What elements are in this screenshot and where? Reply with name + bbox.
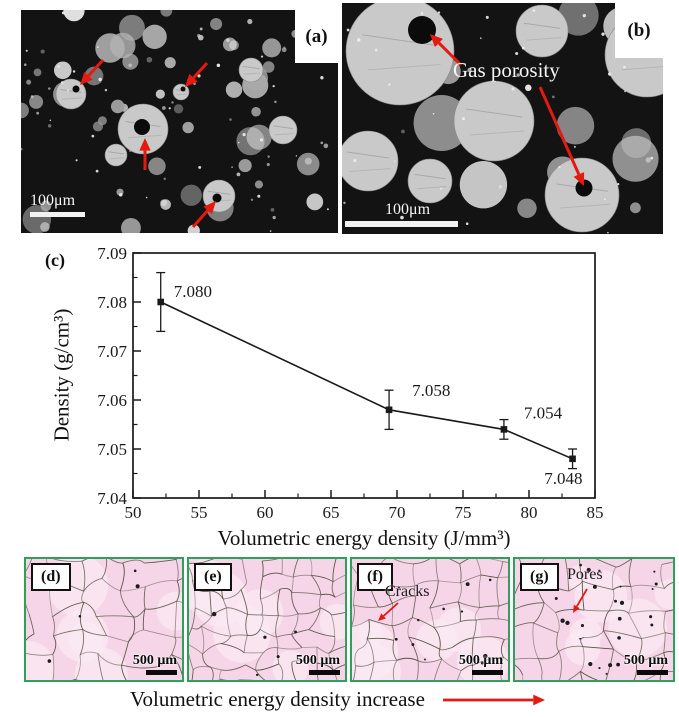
panel-e-scalebar-text: 500 μm [295,653,340,668]
svg-text:85: 85 [587,503,604,522]
svg-text:7.048: 7.048 [544,469,582,488]
micrograph-panel-a: (a) 100μm [21,10,338,233]
svg-text:7.06: 7.06 [97,391,127,410]
density-vs-energy-chart: 50 55 60 65 70 75 80 85 7.04 7.05 7.06 7.07 7.08 7.09… [97,244,604,522]
panel-d-label: (d) [41,568,61,585]
panel-f-label: (f) [367,568,383,585]
panel-g-label: (g) [530,568,549,585]
panel-f-scalebar: 500 μm [459,654,503,675]
panel-f-label-box: (f) [357,563,393,591]
svg-text:50: 50 [125,503,142,522]
micrograph-a-image [21,10,338,233]
panel-c-label: (c) [45,250,65,270]
panel-e-label: (e) [204,568,222,585]
micrograph-panel-e: (e) 500 μm [187,557,347,682]
svg-text:60: 60 [257,503,274,522]
panel-b-scalebar-text: 100μm [385,201,431,218]
svg-text:7.05: 7.05 [97,440,127,459]
caption-text: Volumetric energy density increase [130,687,425,711]
panel-d-label-box: (d) [31,563,71,591]
svg-text:75: 75 [455,503,472,522]
figure-caption: Volumetric energy density increase [0,687,679,712]
micrograph-panel-b: (b) Gas porosity 100μm [342,3,663,234]
micrograph-panel-d: (d) 500 μm [24,557,184,682]
panel-f-scalebar-bar [472,670,503,675]
panel-d-scalebar-bar [146,670,177,675]
panel-e-label-box: (e) [194,563,232,591]
increase-direction-arrow-icon [442,694,545,705]
panel-b-scalebar: 100μm [345,201,458,227]
micrograph-panel-g: (g) Pores 500 μm [513,557,675,682]
svg-text:7.04: 7.04 [97,489,127,508]
micrograph-f-image [352,559,508,680]
panel-a-scalebar-text: 100μm [30,192,76,209]
panel-e-scalebar-bar [309,670,340,675]
gas-porosity-annotation: Gas porosity [453,58,560,82]
cracks-annotation: Cracks [385,583,430,600]
svg-text:7.08: 7.08 [97,293,127,312]
panel-b-scalebar-bar [345,221,458,227]
panel-g-scalebar-bar [637,670,668,675]
pores-annotation: Pores [567,566,603,583]
micrograph-panel-f: (f) Cracks 500 μm [350,557,510,682]
panel-f-scalebar-text: 500 μm [458,653,503,668]
panel-e-scalebar: 500 μm [296,654,340,675]
panel-g-scalebar-text: 500 μm [623,653,668,668]
panel-d-scalebar: 500 μm [133,654,177,675]
panel-g-label-box: (g) [520,563,559,591]
panel-a-scalebar: 100μm [30,193,85,217]
svg-text:65: 65 [323,503,340,522]
chart-x-axis-label: Volumetric energy density (J/mm³) [217,526,511,550]
svg-text:7.054: 7.054 [524,403,563,422]
svg-text:7.07: 7.07 [97,342,127,361]
svg-text:70: 70 [389,503,406,522]
panel-d-scalebar-text: 500 μm [132,653,177,668]
panel-a-label: (a) [305,25,328,47]
panel-g-scalebar: 500 μm [624,654,668,675]
chart-y-axis-label: Density (g/cm³) [49,308,74,442]
micrograph-b-image [342,3,663,234]
panel-a-scalebar-bar [30,212,85,217]
svg-text:55: 55 [191,503,208,522]
svg-text:7.09: 7.09 [97,244,127,263]
panel-b-label: (b) [627,19,651,41]
panel-a-label-box: (a) [295,10,338,63]
svg-text:7.058: 7.058 [412,381,450,400]
panel-b-label-box: (b) [615,3,663,58]
svg-text:7.080: 7.080 [174,282,212,301]
svg-text:80: 80 [521,503,538,522]
